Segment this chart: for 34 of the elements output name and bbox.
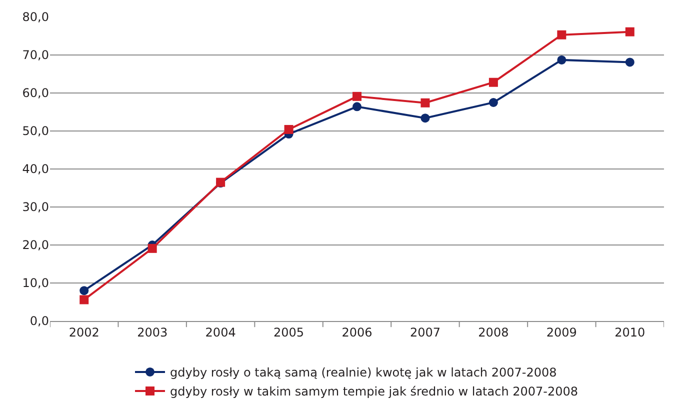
legend-label: gdyby rosły o taką samą (realnie) kwotę jak w latach 2007-2008 <box>170 366 557 380</box>
point <box>284 124 294 134</box>
point <box>352 92 362 101</box>
legend-label: gdyby rosły w takim samym tempie jak średnio w latach 2007-2008 <box>170 384 578 399</box>
point <box>557 30 566 40</box>
point <box>148 244 157 253</box>
x-tick-label: 2003 <box>137 325 168 340</box>
point <box>557 55 566 64</box>
point <box>625 58 634 67</box>
x-tick-label: 2004 <box>205 325 236 340</box>
y-tick-label: 60,0 <box>22 86 49 100</box>
x-tick-label: 2007 <box>410 325 440 340</box>
x-tick-label: 2010 <box>614 325 646 340</box>
y-tick-label: 30,0 <box>22 200 49 214</box>
point <box>80 295 89 304</box>
y-tick-label: 40,0 <box>22 162 49 176</box>
x-tick-label: 2006 <box>342 325 372 340</box>
point <box>488 98 498 107</box>
point <box>488 78 498 87</box>
y-tick-label: 70,0 <box>22 48 49 62</box>
point <box>420 114 430 123</box>
x-tick-label: 2005 <box>274 325 304 340</box>
y-tick-label: 10,0 <box>22 276 49 290</box>
point <box>625 27 634 36</box>
point <box>420 98 430 108</box>
x-tick-label: 2009 <box>546 325 577 340</box>
point <box>352 102 362 112</box>
y-tick-label: 80,0 <box>22 10 49 24</box>
y-tick-label: 0,0 <box>30 314 49 328</box>
point <box>80 286 89 296</box>
x-tick-label: 2008 <box>478 325 509 340</box>
x-tick-label: 2002 <box>68 325 100 340</box>
y-tick-label: 20,0 <box>22 238 49 252</box>
y-tick-label: 50,0 <box>22 124 49 138</box>
